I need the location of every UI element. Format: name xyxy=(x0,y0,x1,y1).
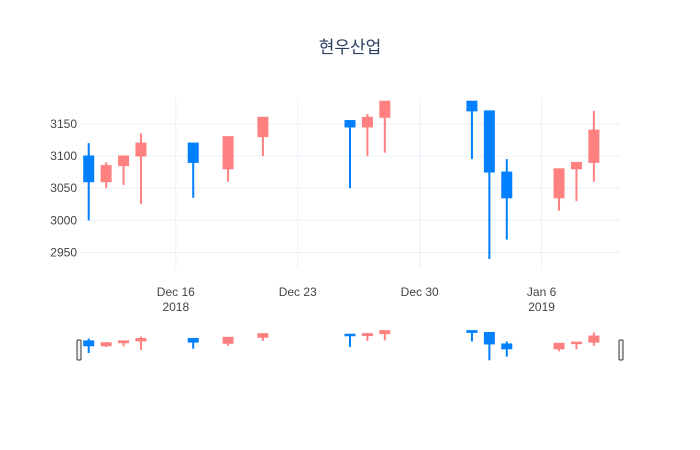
candle-body xyxy=(361,116,373,128)
slider-candle-body xyxy=(553,342,565,350)
candle-decreasing[interactable] xyxy=(187,142,199,198)
candle-increasing[interactable] xyxy=(570,161,582,202)
candle-decreasing[interactable] xyxy=(83,143,95,221)
candle-increasing[interactable] xyxy=(118,155,130,185)
y-tick-label: 2950 xyxy=(50,246,77,260)
y-axis: 2950 3000 3050 3100 3150 xyxy=(50,117,77,260)
slider-candle-body xyxy=(83,340,95,347)
slider-candle-body xyxy=(344,333,356,337)
candle-increasing[interactable] xyxy=(100,162,112,189)
candle-decreasing[interactable] xyxy=(483,110,495,259)
slider-candle-decreasing xyxy=(501,341,513,357)
candle-increasing[interactable] xyxy=(257,116,269,156)
slider-candle-increasing xyxy=(222,336,234,346)
y-tick-label: 3000 xyxy=(50,213,77,227)
y-tick-label: 3150 xyxy=(50,117,77,131)
slider-candle-body xyxy=(570,341,582,345)
candle-body xyxy=(570,161,582,170)
candle-body xyxy=(118,155,130,167)
slider-candle-body xyxy=(379,330,391,335)
x-tick-year-label: 2019 xyxy=(528,300,555,314)
candle-increasing[interactable] xyxy=(379,100,391,153)
candle-decreasing[interactable] xyxy=(466,100,478,160)
slider-candle-body xyxy=(501,343,513,350)
candle-body xyxy=(100,165,112,183)
slider-candle-increasing xyxy=(118,340,130,347)
slider-candle-decreasing xyxy=(83,338,95,354)
slider-candle-increasing xyxy=(100,342,112,347)
slider-candle-increasing xyxy=(553,342,565,352)
candle-increasing[interactable] xyxy=(135,133,147,205)
candle-body xyxy=(588,129,600,163)
candle-body xyxy=(483,110,495,173)
candles[interactable] xyxy=(83,100,600,259)
candle-increasing[interactable] xyxy=(361,114,373,156)
slider-candle-increasing xyxy=(361,333,373,341)
range-slider-right-handle[interactable] xyxy=(618,339,624,361)
slider-candle-increasing xyxy=(257,333,269,341)
slider-candle-body xyxy=(483,331,495,345)
x-tick-label: Dec 16 xyxy=(157,285,195,299)
y-tick-label: 3050 xyxy=(50,181,77,195)
candle-body xyxy=(83,155,95,183)
slider-candle-increasing xyxy=(588,332,600,346)
slider-candle-increasing xyxy=(570,341,582,350)
chart-title: 현우산업 xyxy=(318,38,382,58)
slider-candle-increasing xyxy=(135,336,147,350)
candle-body xyxy=(501,171,513,199)
slider-candle-body xyxy=(257,333,269,338)
slider-candle-body xyxy=(466,330,478,333)
candle-body xyxy=(466,100,478,112)
slider-candle-decreasing xyxy=(344,333,356,347)
candle-body xyxy=(344,120,356,128)
candle-increasing[interactable] xyxy=(222,136,234,182)
x-tick-year-label: 2018 xyxy=(162,300,189,314)
candle-body xyxy=(379,100,391,118)
slider-candle-body xyxy=(588,335,600,343)
x-tick-label: Dec 30 xyxy=(401,285,439,299)
range-slider[interactable] xyxy=(76,328,624,364)
y-tick-label: 3100 xyxy=(50,149,77,163)
slider-candle-body xyxy=(187,337,199,343)
candle-decreasing[interactable] xyxy=(344,120,356,189)
x-tick-label: Jan 6 xyxy=(527,285,557,299)
slider-candle-increasing xyxy=(379,330,391,341)
slider-candle-body xyxy=(135,337,147,342)
slider-candle-body xyxy=(222,336,234,344)
slider-candle-body xyxy=(361,333,373,336)
x-tick-label: Dec 23 xyxy=(279,285,317,299)
candle-body xyxy=(135,142,147,157)
slider-candle-decreasing xyxy=(483,331,495,361)
candle-body xyxy=(187,142,199,163)
candle-decreasing[interactable] xyxy=(501,159,513,240)
candle-body xyxy=(553,168,565,199)
candle-increasing[interactable] xyxy=(553,168,565,211)
slider-candle-body xyxy=(100,342,112,347)
candle-body xyxy=(222,136,234,170)
slider-candle-decreasing xyxy=(466,330,478,342)
candle-increasing[interactable] xyxy=(588,110,600,182)
range-slider-left-handle[interactable] xyxy=(76,339,82,361)
slider-candle-decreasing xyxy=(187,337,199,349)
candle-body xyxy=(257,116,269,138)
slider-candle-body xyxy=(118,340,130,344)
